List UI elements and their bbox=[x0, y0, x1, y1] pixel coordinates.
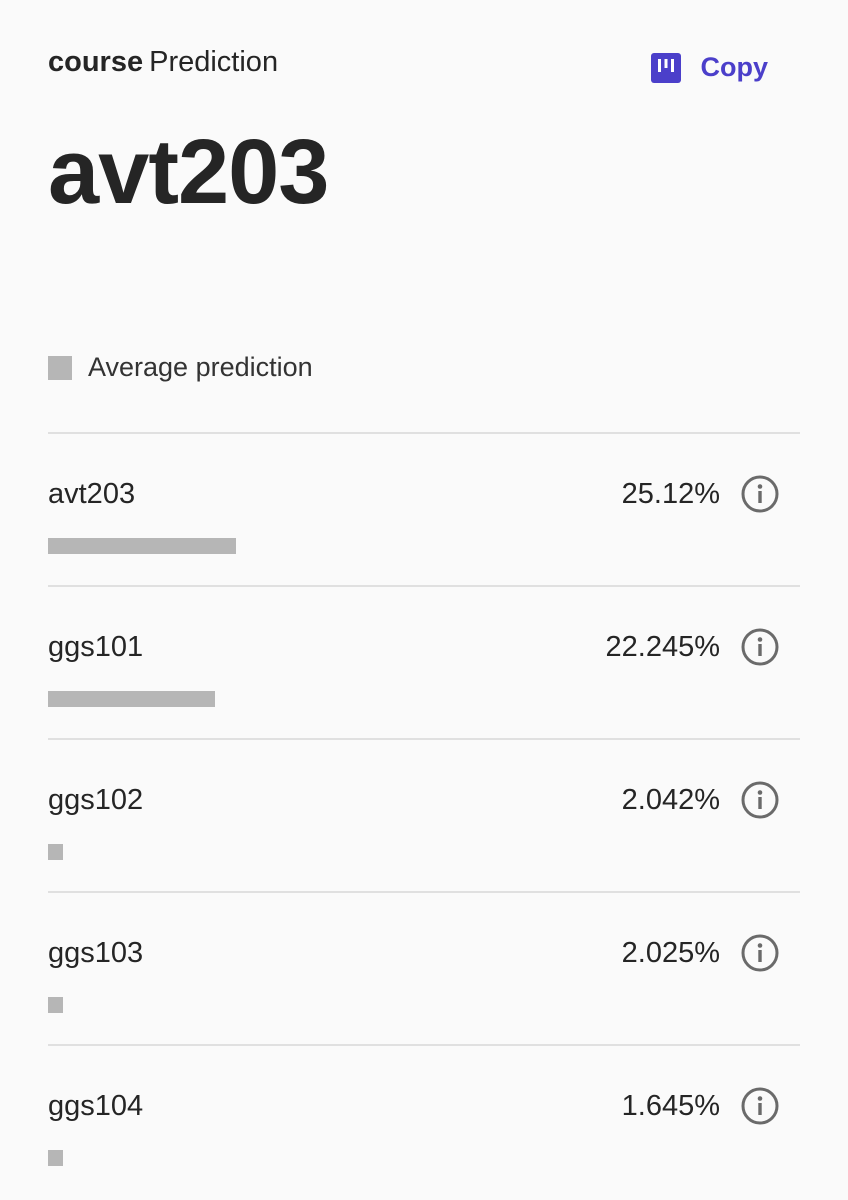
probability-bar bbox=[48, 691, 215, 707]
row-probability: 2.025% bbox=[621, 937, 720, 969]
copy-label: Copy bbox=[700, 52, 769, 82]
probability-bar bbox=[48, 997, 64, 1013]
prediction-heading: course Prediction bbox=[48, 42, 278, 82]
row-probability: 25.12% bbox=[621, 478, 720, 510]
info-icon[interactable] bbox=[740, 780, 780, 820]
prediction-row: ggs103 2.025% bbox=[48, 891, 800, 1044]
row-class-name: ggs101 bbox=[48, 631, 144, 663]
prediction-list: avt203 25.12% ggs101 22.245% ggs102 2.04… bbox=[48, 432, 800, 1197]
legend-label: Average prediction bbox=[88, 352, 313, 382]
row-class-name: avt203 bbox=[48, 478, 136, 510]
info-icon[interactable] bbox=[740, 1086, 780, 1126]
prediction-row: ggs104 1.645% bbox=[48, 1044, 800, 1197]
info-icon[interactable] bbox=[740, 474, 780, 514]
field-name: course bbox=[48, 46, 144, 78]
prediction-row: avt203 25.12% bbox=[48, 432, 800, 585]
predicted-value: avt203 bbox=[48, 121, 329, 223]
legend: Average prediction bbox=[48, 352, 313, 383]
row-probability: 1.645% bbox=[621, 1090, 720, 1122]
row-probability: 2.042% bbox=[621, 784, 720, 816]
row-class-name: ggs103 bbox=[48, 937, 144, 969]
probability-bar bbox=[48, 844, 64, 860]
copy-button[interactable]: Copy bbox=[650, 52, 769, 83]
info-icon[interactable] bbox=[740, 933, 780, 973]
copy-icon bbox=[650, 52, 681, 83]
field-label: Prediction bbox=[149, 46, 279, 78]
info-icon[interactable] bbox=[740, 627, 780, 667]
probability-bar bbox=[48, 538, 237, 554]
prediction-row: ggs101 22.245% bbox=[48, 585, 800, 738]
header: course Prediction Copy bbox=[48, 42, 800, 83]
row-class-name: ggs102 bbox=[48, 784, 144, 816]
row-probability: 22.245% bbox=[605, 631, 721, 663]
legend-swatch bbox=[48, 355, 72, 380]
prediction-row: ggs102 2.042% bbox=[48, 738, 800, 891]
probability-bar bbox=[48, 1150, 63, 1166]
row-class-name: ggs104 bbox=[48, 1090, 144, 1122]
